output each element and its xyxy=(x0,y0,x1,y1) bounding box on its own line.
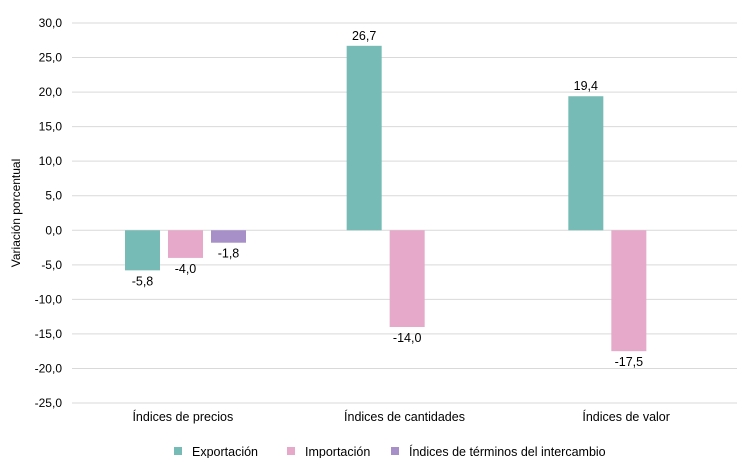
data-label: -4,0 xyxy=(175,262,197,276)
category-label: Índices de precios xyxy=(132,409,233,424)
legend-swatch xyxy=(174,447,182,455)
data-label: -17,5 xyxy=(615,355,644,369)
category-labels: Índices de precios Índices de cantidades Í… xyxy=(132,409,669,424)
y-tick-label: 0,0 xyxy=(45,223,62,237)
category-label: Índices de valor xyxy=(582,409,670,424)
data-labels: -5,8 -4,0 -1,8 26,7 -14,0 19,4 -17,5 xyxy=(132,29,643,369)
legend-label: Índices de términos del intercambio xyxy=(409,444,606,458)
bar xyxy=(568,96,604,231)
bar xyxy=(346,45,382,231)
legend-label: Exportación xyxy=(192,445,258,458)
bars xyxy=(125,45,647,352)
data-label: 26,7 xyxy=(352,29,376,43)
y-tick-label: 20,0 xyxy=(39,85,63,99)
y-tick-label: 5,0 xyxy=(45,189,62,203)
bar xyxy=(611,230,647,352)
data-label: -5,8 xyxy=(132,274,154,288)
legend-swatch xyxy=(391,447,399,455)
y-tick-label: -10,0 xyxy=(35,292,63,306)
data-label: -14,0 xyxy=(393,331,422,345)
data-label: -1,8 xyxy=(218,247,240,261)
legend-label: Importación xyxy=(305,445,370,458)
y-tick-label: -5,0 xyxy=(41,258,62,272)
legend: Exportación Importación Índices de término… xyxy=(174,444,606,458)
y-tick-label: -15,0 xyxy=(35,327,63,341)
bar xyxy=(125,230,160,271)
y-tick-label: 30,0 xyxy=(39,16,63,30)
legend-swatch xyxy=(287,447,295,455)
y-tick-label: 10,0 xyxy=(39,154,63,168)
bar xyxy=(168,230,203,258)
y-axis-label: Variación porcentual xyxy=(9,159,23,268)
bar xyxy=(211,230,246,243)
category-label: Índices de cantidades xyxy=(344,409,465,424)
y-axis-ticks: 30,0 25,0 20,0 15,0 10,0 5,0 0,0 -5,0 -10,0 -15,0… xyxy=(35,16,63,410)
y-tick-label: 25,0 xyxy=(39,51,63,65)
bar xyxy=(389,230,425,327)
y-tick-label: -20,0 xyxy=(35,361,63,375)
y-tick-label: -25,0 xyxy=(35,396,63,410)
y-tick-label: 15,0 xyxy=(39,120,63,134)
data-label: 19,4 xyxy=(574,79,598,93)
